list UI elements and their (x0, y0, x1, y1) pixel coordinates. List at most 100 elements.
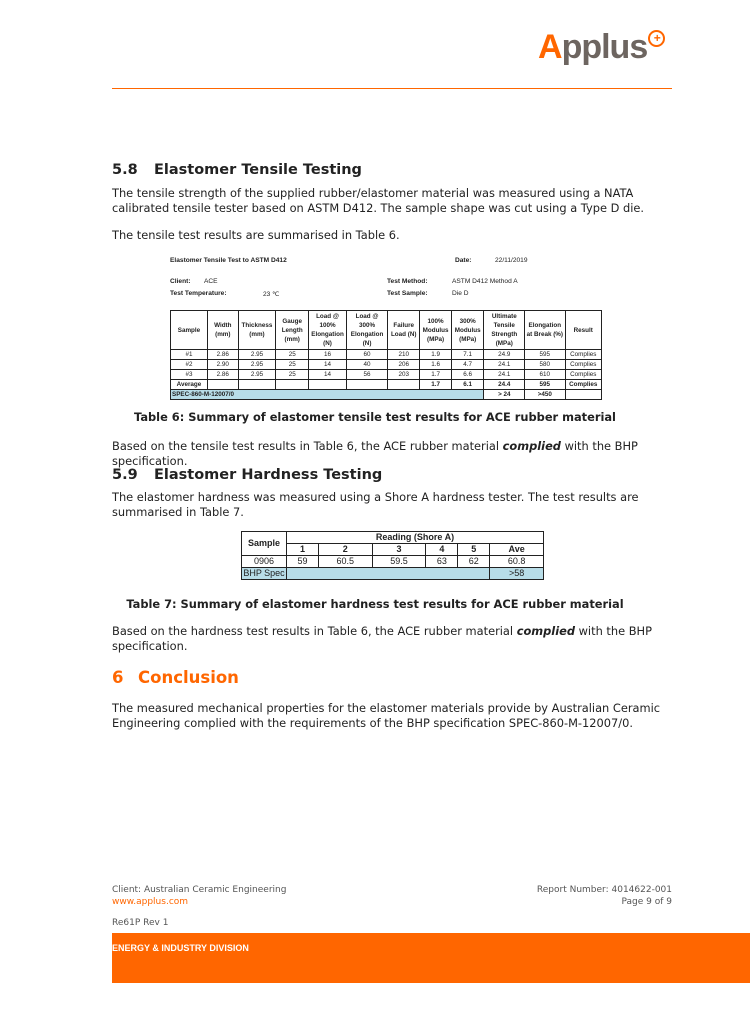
table-cell: 6.6 (450, 369, 485, 380)
spec-row: SPEC-860-M-12007/0 > 24 >450 (169, 389, 603, 400)
footer-band: ENERGY & INDUSTRY DIVISION (112, 933, 750, 983)
table-cell: 6.1 (450, 379, 485, 390)
table-cell: Gauge Length (mm) (275, 310, 310, 350)
table-cell: Result (564, 310, 603, 350)
table-cell: Elongation at Break (%) (524, 310, 566, 350)
table-cell: 2.90 (206, 359, 239, 370)
table-cell: 300% Modulus (MPa) (450, 310, 485, 350)
footer-page: Page 9 of 9 (621, 897, 673, 907)
method-value: ASTM D412 Method A (452, 278, 518, 285)
table-cell: Complies (564, 379, 603, 390)
table-cell: 25 (275, 369, 310, 380)
sample-header: Sample (241, 531, 287, 556)
table-cell: 7.1 (450, 349, 485, 360)
table-cell: Thickness (mm) (237, 310, 277, 350)
table-cell: 2.95 (237, 359, 277, 370)
client-value: ACE (204, 278, 218, 285)
table-cell: 25 (275, 349, 310, 360)
table-cell: > 24 (483, 389, 526, 400)
table-cell: 3 (371, 543, 427, 556)
table-cell: 62 (457, 555, 491, 568)
table-cell: 1.6 (419, 359, 452, 370)
label: Date: (455, 257, 472, 264)
paragraph: The elastomer hardness was measured usin… (112, 490, 639, 519)
footer-url[interactable]: www.applus.com (112, 897, 189, 907)
header-divider (112, 88, 672, 89)
table-cell: #2 (170, 359, 208, 370)
table-cell: Complies (564, 349, 603, 360)
table-cell: 100% Modulus (MPa) (419, 310, 452, 350)
paragraph: The tensile strength of the supplied rub… (112, 186, 644, 215)
plus-icon: + (648, 30, 666, 47)
table-cell: >450 (524, 389, 566, 400)
table-cell: 60.5 (317, 555, 373, 568)
footer-client: Client: Australian Ceramic Engineering (112, 885, 287, 895)
applus-logo: Applus + (538, 28, 666, 67)
footer-rev: Re61P Rev 1 (112, 918, 169, 928)
table-7-caption: Table 7: Summary of elastomer hardness t… (126, 597, 624, 611)
table-cell: 0906 (241, 555, 287, 568)
table-cell: 24.1 (483, 359, 526, 370)
table-cell: 24.1 (483, 369, 526, 380)
table-cell: 4.7 (450, 359, 485, 370)
table-cell: 1 (286, 543, 319, 556)
table-6-caption: Table 6: Summary of elastomer tensile te… (134, 410, 616, 424)
table-row: #2 2.90 2.95 25 14 40 206 1.6 4.7 24.1 580 Complies (170, 359, 603, 370)
table-cell: 2.86 (206, 369, 239, 380)
table-cell (206, 379, 239, 390)
table-cell: 595 (524, 349, 566, 360)
table-cell: Load @ 100% Elongation (N) (308, 310, 347, 350)
paragraph: The tensile test results are summarised … (112, 228, 400, 242)
sample-value: Die D (452, 290, 469, 297)
spec-ave: >58 (489, 567, 544, 580)
table-cell (275, 379, 310, 390)
table-cell: 1.7 (419, 369, 452, 380)
table-cell: 5 (457, 543, 491, 556)
tensile-results-table: Sample Width (mm) Thickness (mm) Gauge Leng… (169, 310, 603, 400)
table-cell (345, 379, 389, 390)
table-cell: 16 (308, 349, 347, 360)
table-cell: 25 (275, 359, 310, 370)
table-cell: Complies (564, 359, 603, 370)
table-cell (308, 379, 347, 390)
table-cell (237, 379, 277, 390)
table-cell: 2.95 (237, 349, 277, 360)
table-cell: Sample (170, 310, 208, 350)
table-cell: #1 (170, 349, 208, 360)
table-cell: Width (mm) (206, 310, 239, 350)
table-cell: 1.9 (419, 349, 452, 360)
label: Test Sample: (387, 290, 428, 297)
footer-report-number: Report Number: 4014622-001 (536, 885, 672, 895)
table-cell: 60.8 (489, 555, 544, 568)
table-cell: 580 (524, 359, 566, 370)
table-cell: SPEC-860-M-12007/0 (169, 389, 485, 400)
table-cell: 59.5 (371, 555, 427, 568)
table-cell: 595 (524, 379, 566, 390)
table-row: #1 2.86 2.95 25 16 60 210 1.9 7.1 24.9 595 Complies (170, 349, 603, 360)
table-row: #3 2.86 2.95 25 14 56 203 1.7 6.6 24.1 610 Complies (170, 369, 603, 380)
table-cell: Ultimate Tensile Strength (MPa) (483, 310, 526, 350)
table-cell: 1.7 (419, 379, 452, 390)
date-value: 22/11/2019 (495, 257, 528, 264)
table-cell (564, 389, 603, 400)
division-label: ENERGY & INDUSTRY DIVISION (112, 943, 249, 953)
table-cell: 24.4 (483, 379, 526, 390)
table-cell: 59 (286, 555, 319, 568)
paragraph: Based on the tensile test results in Tab… (112, 439, 638, 468)
table-cell: Ave (489, 543, 544, 556)
label: Test Temperature: (170, 290, 227, 297)
table-cell: Average (170, 379, 208, 390)
table-cell: 203 (387, 369, 421, 380)
spec-blank (285, 567, 491, 580)
table-cell: 2.95 (237, 369, 277, 380)
table-cell: #3 (170, 369, 208, 380)
table-header-row: Sample Width (mm) Thickness (mm) Gauge Leng… (170, 310, 603, 350)
table-cell: 56 (345, 369, 389, 380)
table-cell: Load @ 300% Elongation (N) (345, 310, 389, 350)
section-heading-6: 6 Conclusion (112, 668, 239, 687)
table-title: Elastomer Tensile Test to ASTM D412 (170, 257, 287, 264)
table-cell: 40 (345, 359, 389, 370)
table-cell: 2.86 (206, 349, 239, 360)
table-cell: 2 (317, 543, 373, 556)
